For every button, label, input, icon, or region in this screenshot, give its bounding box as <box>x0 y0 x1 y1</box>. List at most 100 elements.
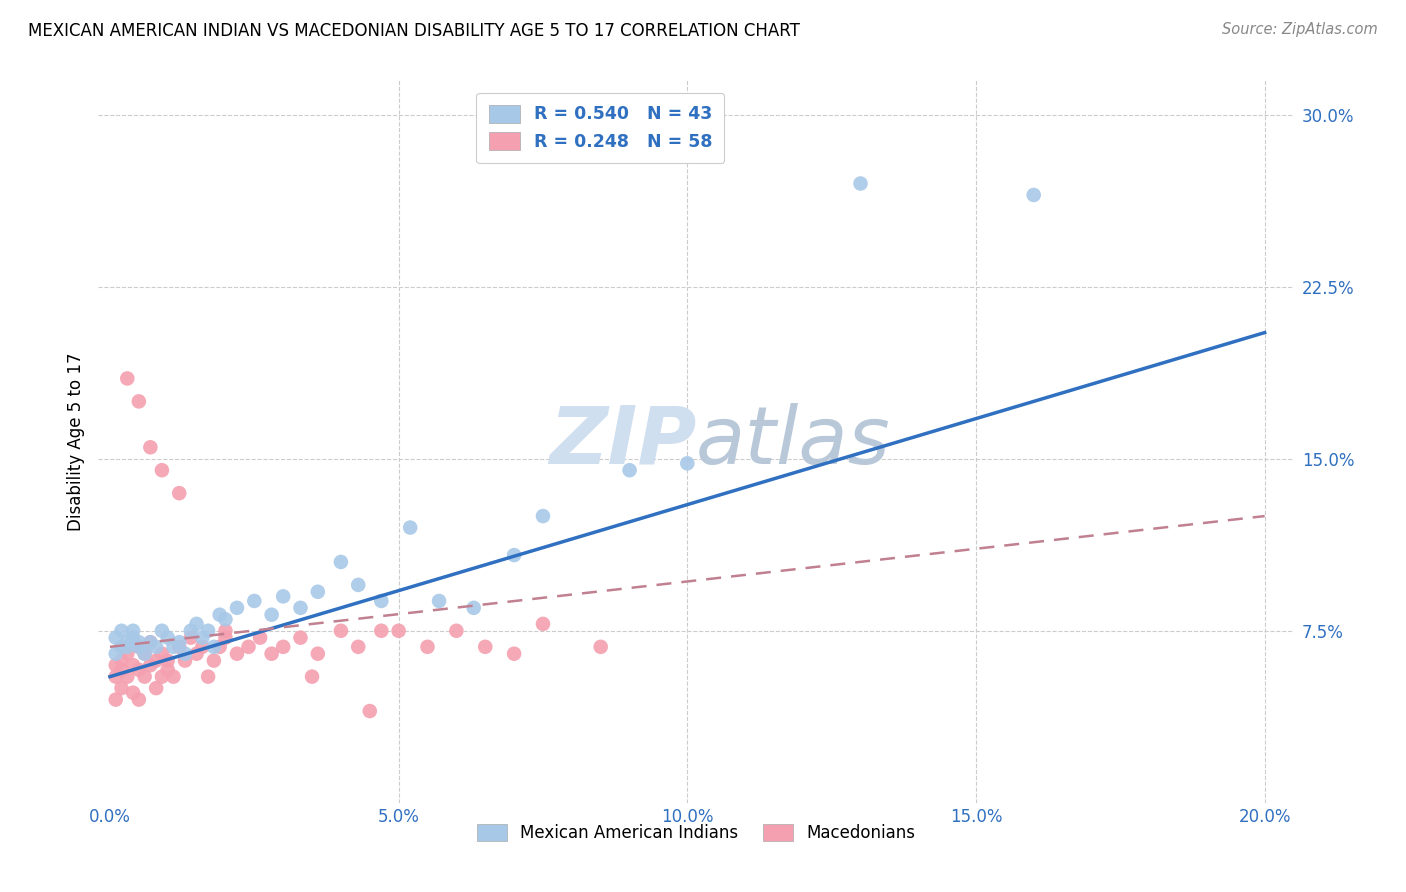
Point <box>117 640 139 654</box>
Point <box>156 654 179 668</box>
Point <box>290 600 312 615</box>
Point <box>167 640 190 654</box>
Point <box>150 624 173 638</box>
Point <box>134 647 156 661</box>
Point <box>134 670 156 684</box>
Point <box>139 658 162 673</box>
Point <box>162 640 184 654</box>
Point <box>174 647 197 661</box>
Point <box>399 520 422 534</box>
Point <box>110 681 132 695</box>
Point <box>676 456 699 470</box>
Point <box>619 463 641 477</box>
Y-axis label: Disability Age 5 to 17: Disability Age 5 to 17 <box>66 352 84 531</box>
Point <box>202 654 225 668</box>
Point <box>191 631 214 645</box>
Point <box>197 670 219 684</box>
Point <box>128 394 150 409</box>
Point <box>167 486 190 500</box>
Point <box>271 590 294 604</box>
Point <box>180 631 202 645</box>
Point <box>214 631 236 645</box>
Text: Source: ZipAtlas.com: Source: ZipAtlas.com <box>1222 22 1378 37</box>
Point <box>226 600 249 615</box>
Point <box>122 624 145 638</box>
Point <box>427 594 450 608</box>
Point <box>531 616 554 631</box>
Point <box>208 607 231 622</box>
Point <box>122 686 145 700</box>
Point <box>117 647 139 661</box>
Point <box>589 640 612 654</box>
Point <box>122 631 145 645</box>
Point <box>117 670 139 684</box>
Point <box>128 635 150 649</box>
Point <box>145 681 167 695</box>
Point <box>122 658 145 673</box>
Point <box>446 624 468 638</box>
Text: ZIP: ZIP <box>548 402 696 481</box>
Point <box>145 640 167 654</box>
Point <box>249 631 271 645</box>
Point <box>849 177 872 191</box>
Legend: Mexican American Indians, Macedonians: Mexican American Indians, Macedonians <box>467 814 925 852</box>
Point <box>110 624 132 638</box>
Point <box>128 640 150 654</box>
Point <box>174 654 197 668</box>
Point <box>104 647 127 661</box>
Point <box>156 663 179 677</box>
Point <box>110 640 132 654</box>
Point <box>128 692 150 706</box>
Point <box>370 594 392 608</box>
Point <box>117 635 139 649</box>
Point <box>347 578 370 592</box>
Point <box>329 555 352 569</box>
Point <box>134 647 156 661</box>
Point <box>301 670 323 684</box>
Point <box>186 647 208 661</box>
Point <box>191 640 214 654</box>
Point <box>271 640 294 654</box>
Point <box>359 704 381 718</box>
Text: atlas: atlas <box>696 402 891 481</box>
Point <box>162 670 184 684</box>
Point <box>104 631 127 645</box>
Point <box>307 584 329 599</box>
Point <box>503 647 526 661</box>
Point <box>167 635 190 649</box>
Point <box>128 640 150 654</box>
Point <box>150 647 173 661</box>
Point <box>1022 188 1045 202</box>
Point <box>139 635 162 649</box>
Point <box>145 654 167 668</box>
Point <box>104 658 127 673</box>
Point <box>388 624 411 638</box>
Point <box>128 663 150 677</box>
Text: MEXICAN AMERICAN INDIAN VS MACEDONIAN DISABILITY AGE 5 TO 17 CORRELATION CHART: MEXICAN AMERICAN INDIAN VS MACEDONIAN DI… <box>28 22 800 40</box>
Point <box>208 640 231 654</box>
Point <box>307 647 329 661</box>
Point <box>226 647 249 661</box>
Point <box>202 640 225 654</box>
Point <box>117 371 139 385</box>
Point <box>214 624 236 638</box>
Point <box>531 509 554 524</box>
Point <box>150 463 173 477</box>
Point <box>214 612 236 626</box>
Point <box>186 616 208 631</box>
Point <box>156 631 179 645</box>
Point <box>347 640 370 654</box>
Point <box>180 624 202 638</box>
Point <box>139 635 162 649</box>
Point <box>260 607 283 622</box>
Point <box>503 548 526 562</box>
Point <box>260 647 283 661</box>
Point <box>416 640 439 654</box>
Point <box>238 640 260 654</box>
Point <box>150 670 173 684</box>
Point <box>110 663 132 677</box>
Point <box>243 594 266 608</box>
Point <box>290 631 312 645</box>
Point <box>463 600 485 615</box>
Point <box>110 654 132 668</box>
